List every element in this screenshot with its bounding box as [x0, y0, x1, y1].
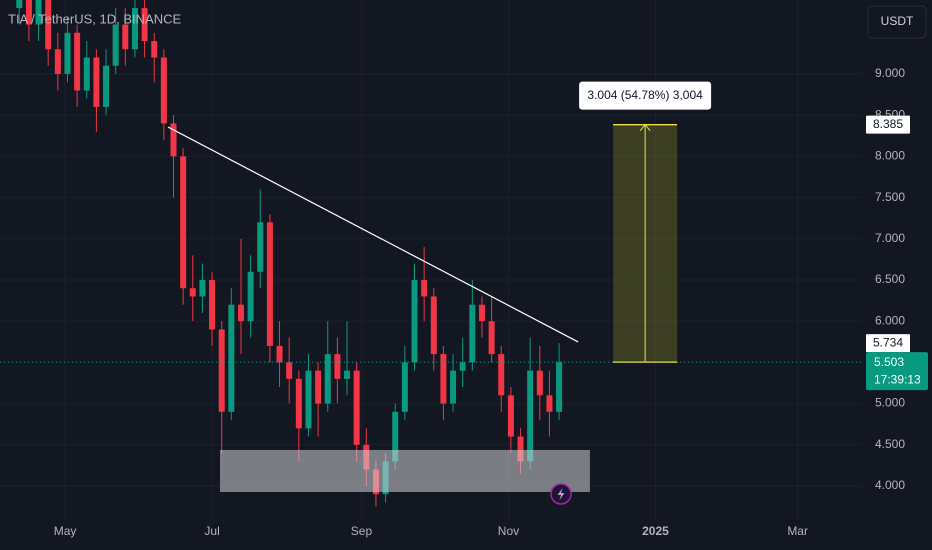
candle-body	[131, 8, 138, 50]
price-label: 5.734	[873, 335, 903, 349]
currency-label: USDT	[881, 14, 914, 28]
currency-button[interactable]	[867, 5, 927, 39]
candle-body	[151, 41, 158, 58]
candle-body	[83, 57, 90, 91]
plot-area	[0, 0, 862, 507]
y-tick-label: 8.000	[875, 149, 905, 163]
candle-body	[160, 57, 167, 124]
last-price-label: 5.503	[874, 355, 904, 369]
candle-body	[180, 156, 187, 289]
candle-body	[54, 49, 61, 74]
y-tick-label: 5.000	[875, 396, 905, 410]
candle-body	[25, 0, 32, 25]
candle-body	[421, 279, 428, 297]
chart-title: TIA / TetherUS, 1D, BINANCE	[8, 11, 181, 26]
candle-body	[344, 370, 351, 379]
candle-body	[324, 354, 331, 404]
candle-body	[189, 288, 196, 297]
y-tick-label: 6.000	[875, 313, 905, 327]
candle-body	[276, 345, 283, 363]
y-tick-label: 4.000	[875, 478, 905, 492]
candle-body	[286, 362, 293, 379]
support-zone	[220, 449, 590, 492]
candle-body	[305, 370, 312, 429]
candle-body	[517, 436, 524, 462]
candle-body	[411, 279, 418, 363]
last-price-box	[866, 352, 928, 391]
x-tick-label: May	[54, 524, 77, 538]
candle-body	[295, 378, 302, 429]
candle-body	[353, 370, 360, 445]
candle-body	[93, 57, 100, 107]
candle-body	[199, 279, 206, 297]
candle-body	[257, 222, 264, 272]
candle-body	[334, 354, 341, 379]
candle-body	[209, 279, 216, 330]
measure-label-box	[579, 81, 712, 110]
y-tick-label: 6.500	[875, 272, 905, 286]
candle-body	[556, 362, 563, 412]
candle-body	[266, 222, 273, 346]
candle-body	[237, 304, 244, 322]
candle-body	[498, 354, 505, 396]
y-tick-label: 9.000	[875, 66, 905, 80]
candle-body	[536, 370, 543, 396]
candle-body	[141, 8, 148, 42]
candle-body	[488, 321, 495, 355]
x-tick-label: Mar	[787, 524, 808, 538]
candle-body	[507, 395, 514, 437]
candle-body	[228, 304, 235, 412]
measure-label: 3.004 (54.78%) 3,004	[587, 88, 703, 102]
lightning-icon[interactable]	[550, 483, 572, 505]
y-tick-label: 4.500	[875, 437, 905, 451]
candle-body	[45, 0, 52, 50]
candle-body	[440, 354, 447, 404]
candle-body	[112, 24, 119, 66]
y-tick-label: 7.500	[875, 190, 905, 204]
price-label-box	[866, 115, 910, 134]
candle-body	[218, 329, 225, 412]
x-tick-label: Nov	[498, 524, 519, 538]
candle-body	[35, 0, 42, 25]
trendline	[167, 126, 579, 343]
candle-body	[450, 370, 457, 404]
measure-arrowhead	[639, 123, 651, 131]
x-tick-label: 2025	[642, 524, 669, 538]
x-tick-label: Sep	[351, 524, 373, 538]
candle-body	[247, 271, 254, 322]
candle-body	[103, 65, 110, 107]
candle-body	[315, 370, 322, 404]
candle-body	[170, 123, 177, 157]
y-tick-label: 7.000	[875, 231, 905, 245]
candle-body	[430, 296, 437, 355]
candle-body	[546, 395, 553, 412]
candle-body	[16, 0, 23, 9]
x-tick-label: Jul	[204, 524, 219, 538]
candle-body	[74, 32, 81, 91]
countdown-label: 17:39:13	[874, 372, 921, 386]
candle-body	[478, 304, 485, 322]
candle-body	[401, 362, 408, 412]
candle-body	[392, 411, 399, 462]
candle-body	[527, 370, 534, 462]
candle-body	[459, 362, 466, 371]
candle-body	[64, 32, 71, 74]
candle-body	[469, 304, 476, 363]
candle-body	[122, 24, 129, 50]
price-label-box	[866, 334, 910, 353]
price-label: 8.385	[873, 117, 903, 131]
